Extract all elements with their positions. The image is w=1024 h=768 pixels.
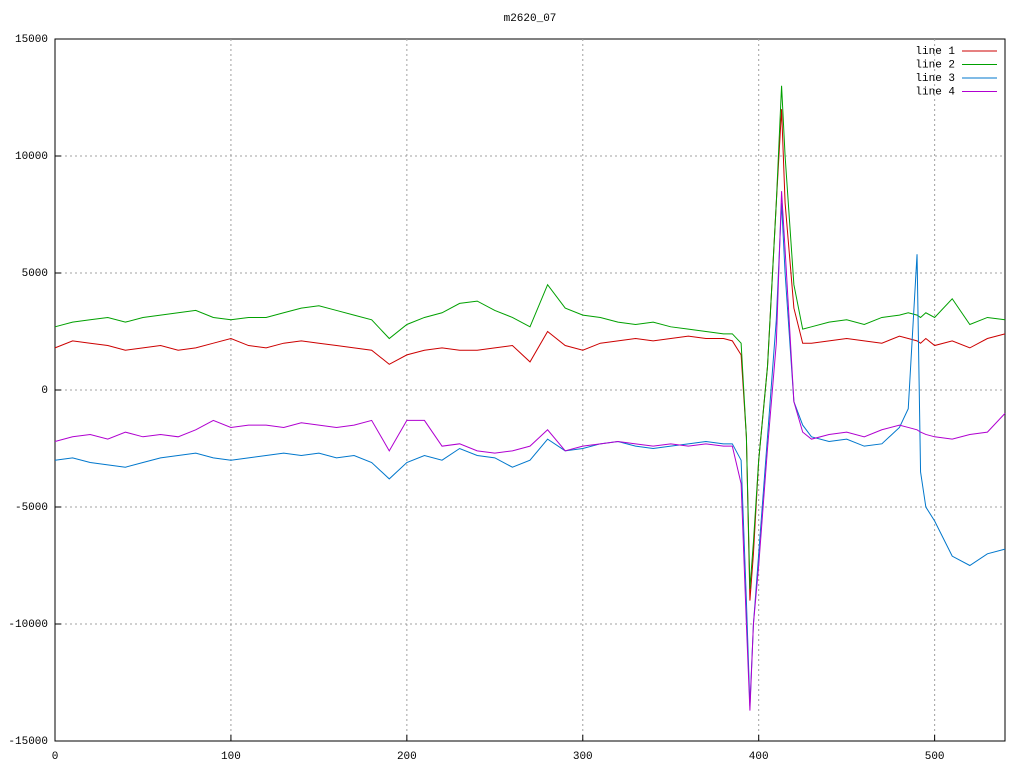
y-tick-label: 10000 xyxy=(15,151,48,163)
legend-label: line 3 xyxy=(915,73,955,85)
legend-label: line 2 xyxy=(915,59,955,71)
y-tick-label: 0 xyxy=(41,385,48,397)
series-line xyxy=(54,109,1006,601)
chart-title: m2620_07 xyxy=(504,13,557,25)
x-tick-label: 0 xyxy=(52,751,59,763)
y-tick-label: 5000 xyxy=(22,268,48,280)
series-line xyxy=(54,191,1006,711)
series-line xyxy=(54,85,1006,589)
y-tick-label: -10000 xyxy=(8,619,48,631)
x-tick-label: 200 xyxy=(397,751,417,763)
y-tick-label: -5000 xyxy=(15,502,48,514)
y-tick-label: -15000 xyxy=(8,736,48,748)
y-tick-label: 15000 xyxy=(15,34,48,46)
x-tick-label: 400 xyxy=(749,751,769,763)
legend-label: line 1 xyxy=(915,46,955,58)
x-tick-label: 500 xyxy=(925,751,945,763)
x-tick-label: 100 xyxy=(221,751,241,763)
legend-label: line 4 xyxy=(915,86,955,98)
x-tick-label: 300 xyxy=(573,751,593,763)
series-line xyxy=(54,202,1006,706)
